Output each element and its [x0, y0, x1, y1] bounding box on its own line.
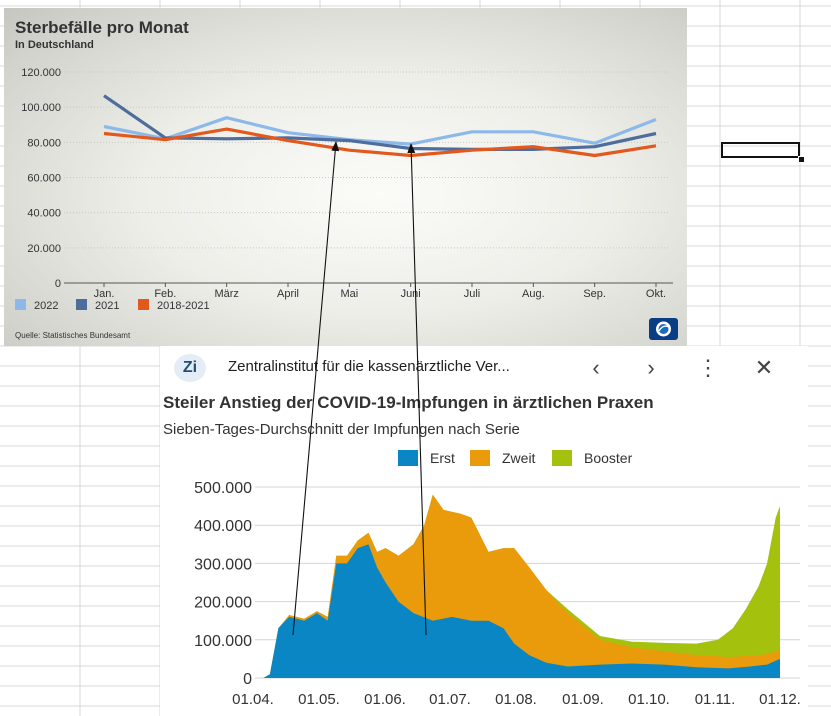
y-tick-label: 0: [55, 278, 61, 290]
legend-swatch: [398, 450, 418, 466]
x-tick-label: 01.06.: [364, 691, 406, 708]
chart-title: Sterbefälle pro Monat: [15, 18, 189, 37]
legend-label: Booster: [584, 450, 633, 466]
x-tick-label: Mai: [340, 288, 358, 300]
legend-swatch: [15, 299, 26, 310]
legend-label: 2021: [95, 300, 119, 312]
legend-label: Zweit: [502, 450, 536, 466]
mortality-line-chart: Sterbefälle pro Monat In Deutschland 120.0…: [15, 18, 678, 340]
area-series-Erst: [263, 544, 780, 678]
x-tick-label: Feb.: [154, 288, 176, 300]
legend-label: 2022: [34, 300, 58, 312]
legend-swatch: [470, 450, 490, 466]
y-tick-label: 0: [243, 671, 252, 688]
y-tick-label: 120.000: [21, 67, 61, 79]
chart-title: Steiler Anstieg der COVID-19-Impfungen i…: [163, 393, 654, 412]
chevron-right-icon[interactable]: ›: [647, 355, 655, 380]
source-note: Quelle: Statistisches Bundesamt: [15, 331, 131, 340]
x-tick-label: 01.12.: [759, 691, 801, 708]
app-header: Zi Zentralinstitut für die kassenärztlic…: [160, 346, 808, 390]
broadcaster-logo-icon: [649, 318, 678, 340]
x-tick-label: Jan.: [94, 288, 115, 300]
logo-swoosh: [658, 325, 670, 332]
legend-label: 2018-2021: [157, 300, 210, 312]
mortality-chart-panel: Sterbefälle pro Monat In Deutschland 120.0…: [4, 8, 687, 346]
vaccination-app-panel: Steiler Anstieg der COVID-19-Impfungen i…: [160, 346, 808, 716]
x-tick-label: Sep.: [583, 288, 606, 300]
x-tick-label: März: [214, 288, 238, 300]
x-tick-label: Okt.: [646, 288, 666, 300]
x-tick-label: 01.05.: [298, 691, 340, 708]
more-menu-icon[interactable]: ⋮: [697, 355, 719, 380]
y-tick-label: 200.000: [194, 595, 252, 612]
x-tick-label: 01.07.: [429, 691, 471, 708]
x-tick-label: 01.04.: [232, 691, 274, 708]
series-line-2018-2021: [103, 127, 657, 158]
y-tick-label: 100.000: [21, 102, 61, 114]
chevron-left-icon[interactable]: ‹: [592, 355, 600, 380]
x-tick-label: 01.08.: [495, 691, 537, 708]
app-title: Zentralinstitut für die kassenärztliche …: [228, 358, 510, 375]
series-line-2022: [103, 116, 657, 146]
legend-swatch: [552, 450, 572, 466]
y-tick-label: 20.000: [27, 243, 61, 255]
legend-swatch: [76, 299, 87, 310]
x-tick-label: Juni: [401, 288, 421, 300]
chart-subtitle: Sieben-Tages-Durchschnitt der Impfungen …: [163, 421, 520, 438]
x-tick-label: 01.10.: [628, 691, 670, 708]
y-tick-label: 60.000: [27, 173, 61, 185]
selected-cell[interactable]: [721, 142, 800, 158]
x-tick-label: Aug.: [522, 288, 545, 300]
chart-subtitle: In Deutschland: [15, 39, 94, 51]
legend-swatch: [138, 299, 149, 310]
y-tick-label: 100.000: [194, 633, 252, 650]
fill-handle[interactable]: [798, 156, 805, 163]
zi-logo: Zi: [174, 354, 206, 382]
legend-label: Erst: [430, 450, 455, 466]
series-line-2021: [103, 94, 657, 151]
y-tick-label: 80.000: [27, 137, 61, 149]
close-icon[interactable]: ✕: [754, 355, 774, 380]
vaccination-area-chart: Steiler Anstieg der COVID-19-Impfungen i…: [163, 393, 801, 708]
y-tick-label: 300.000: [194, 556, 252, 573]
y-tick-label: 400.000: [194, 518, 252, 535]
x-tick-label: 01.09.: [562, 691, 604, 708]
x-tick-label: April: [277, 288, 299, 300]
x-tick-label: 01.11.: [695, 691, 736, 708]
x-tick-label: Juli: [464, 288, 481, 300]
y-tick-label: 500.000: [194, 480, 252, 497]
y-tick-label: 40.000: [27, 208, 61, 220]
